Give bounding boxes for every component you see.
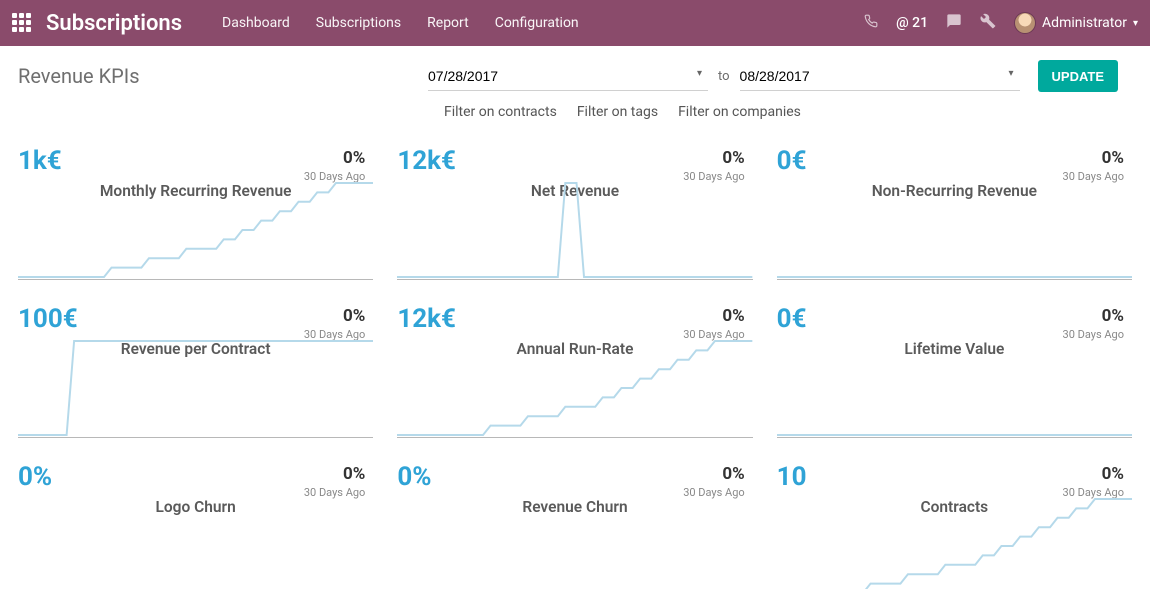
kpi-value: 100€ <box>18 304 78 334</box>
kpi-percent: 0% <box>343 464 365 484</box>
kpi-card[interactable]: 0€ 0% 30 Days Ago Non-Recurring Revenue <box>777 140 1132 280</box>
kpi-card[interactable]: 100€ 0% 30 Days Ago Revenue per Contract <box>18 298 373 438</box>
kpi-percent: 0% <box>343 148 365 168</box>
nav-subscriptions[interactable]: Subscriptions <box>316 15 401 31</box>
kpi-value: 0€ <box>777 304 807 334</box>
kpi-card[interactable]: 1k€ 0% 30 Days Ago Monthly Recurring Rev… <box>18 140 373 280</box>
kpi-value: 0% <box>18 462 52 492</box>
developer-tools-icon[interactable] <box>980 13 996 33</box>
kpi-sparkline <box>777 338 1132 438</box>
date-from-input[interactable] <box>428 61 708 91</box>
kpi-percent: 0% <box>722 306 744 326</box>
apps-menu-icon[interactable] <box>12 13 32 33</box>
phone-icon[interactable] <box>864 14 878 32</box>
user-name: Administrator <box>1042 15 1127 31</box>
kpi-percent: 0% <box>1102 148 1124 168</box>
topbar: Subscriptions Dashboard Subscriptions Re… <box>0 0 1150 46</box>
messages-count[interactable]: @ 21 <box>896 15 928 31</box>
date-from-wrap <box>428 61 708 91</box>
kpi-sparkline <box>397 496 752 589</box>
page-title: Revenue KPIs <box>18 64 418 88</box>
filter-contracts[interactable]: Filter on contracts <box>444 104 557 120</box>
kpi-value: 10 <box>777 462 807 492</box>
kpi-sparkline <box>397 180 752 280</box>
kpi-sparkline <box>18 496 373 589</box>
user-menu[interactable]: Administrator ▾ <box>1014 12 1138 34</box>
kpi-sparkline <box>397 338 752 438</box>
kpi-sparkline <box>777 496 1132 589</box>
topbar-right: @ 21 Administrator ▾ <box>864 12 1138 34</box>
to-label: to <box>718 69 730 84</box>
kpi-card[interactable]: 12k€ 0% 30 Days Ago Net Revenue <box>397 140 752 280</box>
update-button[interactable]: UPDATE <box>1038 60 1118 92</box>
controls-row: Revenue KPIs to UPDATE <box>0 46 1150 98</box>
avatar <box>1014 12 1036 34</box>
chevron-down-icon: ▾ <box>1133 18 1138 29</box>
kpi-card[interactable]: 0% 0% 30 Days Ago Logo Churn <box>18 456 373 589</box>
filter-companies[interactable]: Filter on companies <box>678 104 801 120</box>
kpi-card[interactable]: 12k€ 0% 30 Days Ago Annual Run-Rate <box>397 298 752 438</box>
filter-tags[interactable]: Filter on tags <box>577 104 658 120</box>
kpi-percent: 0% <box>1102 306 1124 326</box>
nav-dashboard[interactable]: Dashboard <box>222 15 290 31</box>
kpi-percent: 0% <box>1102 464 1124 484</box>
kpi-percent: 0% <box>343 306 365 326</box>
kpi-value: 12k€ <box>397 304 456 334</box>
kpi-card[interactable]: 0% 0% 30 Days Ago Revenue Churn <box>397 456 752 589</box>
kpi-value: 0% <box>397 462 431 492</box>
nav-configuration[interactable]: Configuration <box>495 15 579 31</box>
kpi-percent: 0% <box>722 464 744 484</box>
date-to-input[interactable] <box>740 61 1020 91</box>
kpi-value: 12k€ <box>397 146 456 176</box>
nav-links: Dashboard Subscriptions Report Configura… <box>222 15 579 31</box>
kpi-sparkline <box>18 180 373 280</box>
kpi-value: 1k€ <box>18 146 62 176</box>
kpi-grid: 1k€ 0% 30 Days Ago Monthly Recurring Rev… <box>0 120 1150 589</box>
date-to-wrap <box>740 61 1020 91</box>
app-title: Subscriptions <box>46 11 182 36</box>
filters-row: Filter on contracts Filter on tags Filte… <box>0 104 1150 120</box>
kpi-sparkline <box>777 180 1132 280</box>
kpi-percent: 0% <box>722 148 744 168</box>
kpi-sparkline <box>18 338 373 438</box>
kpi-value: 0€ <box>777 146 807 176</box>
kpi-card[interactable]: 0€ 0% 30 Days Ago Lifetime Value <box>777 298 1132 438</box>
chat-icon[interactable] <box>946 13 962 33</box>
nav-report[interactable]: Report <box>427 15 469 31</box>
kpi-card[interactable]: 10 0% 30 Days Ago Contracts <box>777 456 1132 589</box>
